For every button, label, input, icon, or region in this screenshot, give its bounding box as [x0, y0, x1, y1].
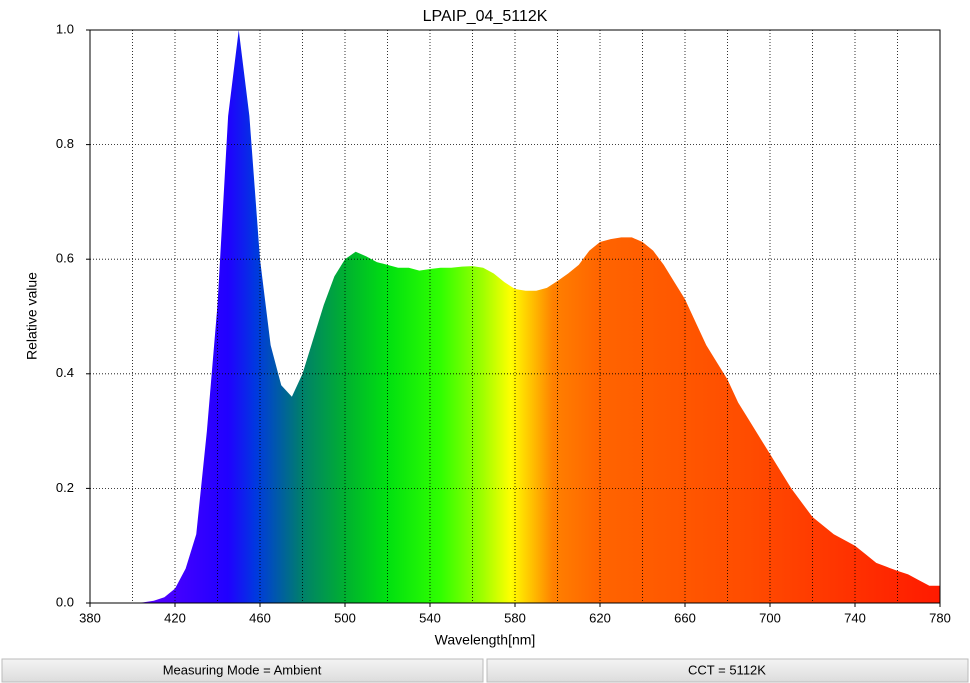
y-tick-label: 0.8 — [56, 136, 74, 151]
status-panel — [1, 658, 484, 683]
spectrum-area — [90, 30, 940, 603]
status-text: Measuring Mode = Ambient — [163, 662, 322, 677]
plot-area — [90, 29, 940, 604]
x-tick-label: 420 — [164, 610, 186, 625]
x-tick-label: 740 — [844, 610, 866, 625]
x-axis-label: Wavelength[nm] — [435, 632, 536, 648]
chart-title: LPAIP_04_5112K — [423, 8, 548, 25]
x-tick-label: 780 — [929, 610, 951, 625]
x-tick-label: 380 — [79, 610, 101, 625]
x-tick-label: 620 — [589, 610, 611, 625]
x-tick-label: 580 — [504, 610, 526, 625]
x-tick-label: 700 — [759, 610, 781, 625]
x-tick-label: 660 — [674, 610, 696, 625]
y-tick-label: 0.0 — [56, 594, 74, 609]
y-tick-label: 0.4 — [56, 365, 74, 380]
y-axis-label: Relative value — [24, 272, 40, 360]
x-tick-label: 540 — [419, 610, 441, 625]
y-tick-label: 0.6 — [56, 251, 74, 266]
x-tick-label: 460 — [249, 610, 271, 625]
x-tick-label: 500 — [334, 610, 356, 625]
status-panel — [486, 658, 969, 683]
y-tick-label: 1.0 — [56, 21, 74, 36]
status-text: CCT = 5112K — [688, 662, 766, 677]
y-tick-label: 0.2 — [56, 480, 74, 495]
